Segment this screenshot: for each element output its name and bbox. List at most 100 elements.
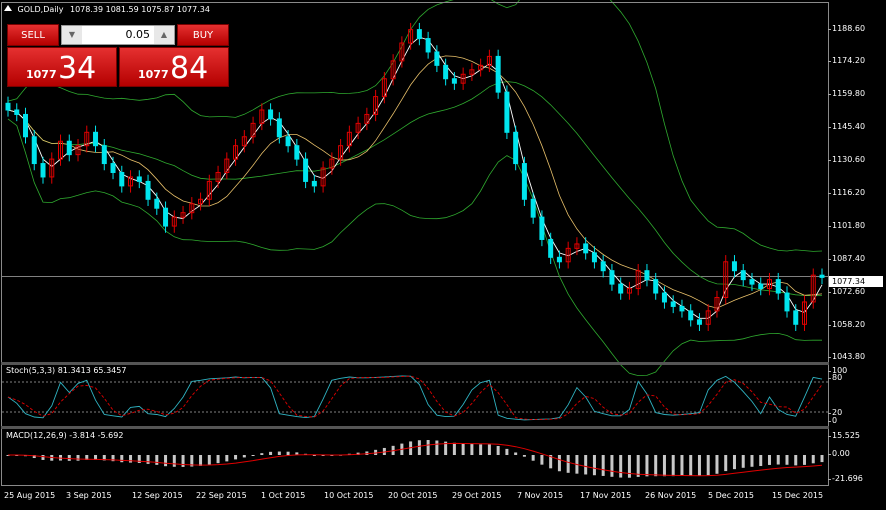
pane-separator[interactable] bbox=[1, 426, 829, 429]
candle-body bbox=[40, 163, 46, 178]
sell-button[interactable]: SELL bbox=[7, 24, 59, 46]
macd-histogram-bar bbox=[619, 455, 623, 478]
macd-histogram-bar bbox=[207, 455, 211, 465]
macd-histogram-bar bbox=[802, 455, 806, 465]
candle-body bbox=[206, 180, 212, 200]
macd-histogram-bar bbox=[155, 455, 159, 465]
candle-body bbox=[14, 109, 20, 115]
date-tick: 5 Dec 2015 bbox=[708, 491, 755, 500]
candle-body bbox=[399, 42, 405, 62]
candle-body bbox=[618, 283, 624, 294]
macd-histogram-bar bbox=[531, 455, 535, 461]
date-tick: 1 Oct 2015 bbox=[261, 491, 306, 500]
candle-body bbox=[434, 51, 440, 66]
chevron-up-icon[interactable]: ▲ bbox=[154, 26, 174, 44]
price-tick: 1159.80 bbox=[827, 89, 866, 98]
candle-body bbox=[443, 64, 449, 80]
candle-body bbox=[58, 140, 64, 160]
price-axis[interactable]: 1188.60 1174.20 1159.80 1145.40 1130.60 … bbox=[827, 0, 886, 510]
candle-body bbox=[504, 91, 510, 133]
candle-body bbox=[189, 203, 195, 214]
candle-body bbox=[311, 180, 317, 187]
candle-body bbox=[84, 131, 90, 147]
macd-histogram-bar bbox=[750, 455, 754, 467]
candle-body bbox=[688, 310, 694, 321]
macd-histogram-bar bbox=[199, 455, 203, 466]
macd-histogram-bar bbox=[67, 455, 71, 461]
macd-histogram-bar bbox=[645, 455, 649, 477]
candle-body bbox=[478, 64, 484, 71]
macd-histogram-bar bbox=[776, 455, 780, 465]
stoch-axis-tick: 0 bbox=[827, 416, 838, 425]
candle-body bbox=[784, 292, 790, 312]
candle-body bbox=[548, 238, 554, 258]
candle-body bbox=[294, 145, 300, 160]
macd-histogram-bar bbox=[566, 455, 570, 473]
candle-body bbox=[250, 122, 256, 138]
macd-histogram-bar bbox=[724, 455, 728, 472]
macd-histogram-bar bbox=[120, 455, 124, 463]
macd-histogram-bar bbox=[102, 455, 106, 461]
buy-button[interactable]: BUY bbox=[177, 24, 229, 46]
candle-body bbox=[154, 198, 160, 209]
fast-moving-average bbox=[7, 36, 823, 319]
macd-histogram-bar bbox=[461, 443, 465, 455]
candle-body bbox=[539, 216, 545, 240]
price-tick: 1145.40 bbox=[827, 122, 866, 131]
buy-price-pips: 84 bbox=[170, 51, 209, 86]
macd-histogram-bar bbox=[557, 455, 561, 472]
sell-price-button[interactable]: 1077 34 bbox=[7, 47, 117, 87]
candle-body bbox=[303, 158, 309, 182]
macd-label: MACD(12,26,9) -3.814 -5.692 bbox=[6, 431, 124, 440]
chevron-down-icon[interactable]: ▼ bbox=[62, 26, 82, 44]
candle-body bbox=[801, 301, 807, 325]
macd-histogram-bar bbox=[190, 455, 194, 467]
candle-body bbox=[338, 145, 344, 160]
candle-body bbox=[556, 256, 562, 263]
macd-histogram-bar bbox=[225, 455, 229, 462]
candle-body bbox=[600, 261, 606, 272]
candle-body bbox=[609, 270, 615, 285]
macd-histogram-bar bbox=[654, 455, 658, 477]
candle-body bbox=[241, 136, 247, 147]
candle-body bbox=[793, 310, 799, 325]
macd-histogram-bar bbox=[94, 455, 98, 460]
date-tick: 22 Sep 2015 bbox=[196, 491, 247, 500]
lot-size-value[interactable]: 0.05 bbox=[125, 28, 151, 41]
candle-body bbox=[705, 310, 711, 325]
candle-body bbox=[93, 131, 99, 147]
macd-histogram-bar bbox=[496, 445, 500, 455]
time-axis[interactable]: 25 Aug 2015 3 Sep 2015 12 Sep 2015 22 Se… bbox=[0, 487, 830, 507]
candle-body bbox=[75, 145, 81, 156]
pane-separator[interactable] bbox=[1, 362, 829, 365]
buy-price-button[interactable]: 1077 84 bbox=[119, 47, 229, 87]
candle-body bbox=[451, 78, 457, 84]
macd-histogram-bar bbox=[470, 444, 474, 455]
candle-body bbox=[101, 145, 107, 165]
candle-body bbox=[460, 73, 466, 84]
macd-histogram-bar bbox=[514, 452, 518, 455]
one-click-trade-panel: SELL ▼ 0.05 ▲ BUY 1077 34 1077 84 bbox=[7, 24, 229, 88]
candle-body bbox=[644, 270, 650, 281]
lot-size-input[interactable]: ▼ 0.05 ▲ bbox=[61, 25, 175, 45]
stoch-label: Stoch(5,3,3) 81.3413 65.3457 bbox=[6, 366, 127, 375]
date-tick: 17 Nov 2015 bbox=[580, 491, 632, 500]
candle-body bbox=[268, 109, 274, 120]
macd-axis-tick: 15.525 bbox=[828, 431, 860, 440]
macd-histogram-bar bbox=[697, 455, 701, 476]
chart-frame bbox=[1, 2, 829, 486]
macd-histogram-bar bbox=[549, 455, 553, 469]
bollinger-lower-band bbox=[7, 118, 823, 377]
price-tick: 1043.80 bbox=[827, 352, 866, 361]
candle-body bbox=[469, 69, 475, 75]
macd-histogram-bar bbox=[216, 455, 220, 464]
bollinger-middle-band bbox=[7, 81, 823, 297]
candle-body bbox=[285, 136, 291, 147]
candle-body bbox=[513, 131, 519, 165]
macd-histogram-bar bbox=[146, 455, 150, 464]
date-tick: 12 Sep 2015 bbox=[132, 491, 183, 500]
macd-histogram-bar bbox=[662, 455, 666, 477]
candle-body bbox=[128, 176, 134, 187]
